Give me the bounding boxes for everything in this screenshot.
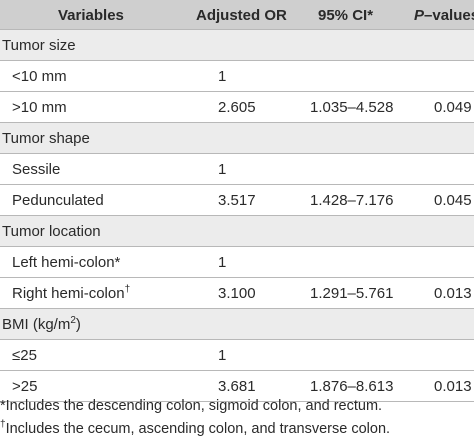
group-title: Tumor location bbox=[2, 223, 101, 240]
data-row: <10 mm 1 bbox=[0, 61, 474, 92]
cell: 1 bbox=[218, 254, 227, 271]
header-row: Variables Adjusted OR 95% CI* P–values bbox=[0, 0, 474, 30]
data-row: >10 mm 2.605 1.035–4.528 0.049 bbox=[0, 92, 474, 123]
data-row: Pedunculated 3.517 1.428–7.176 0.045 bbox=[0, 185, 474, 216]
header-cell: 95% CI* bbox=[318, 7, 374, 24]
cell: 1.291–5.761 bbox=[310, 285, 394, 302]
cell: 1 bbox=[218, 347, 227, 364]
footnote: *Includes the descending colon, sigmoid … bbox=[0, 398, 382, 414]
group-label: Tumor size bbox=[2, 30, 76, 61]
group-title: Tumor size bbox=[2, 37, 76, 54]
row-label: Pedunculated bbox=[12, 185, 104, 216]
row-label: Left hemi-colon* bbox=[12, 247, 120, 278]
cell: 0.049 bbox=[434, 99, 472, 116]
footnote: †Includes the cecum, ascending colon, an… bbox=[0, 419, 391, 437]
cell: 1 bbox=[218, 68, 227, 85]
group-row: BMI (kg/m2) bbox=[0, 309, 474, 340]
footnote-text: *Includes the descending colon, sigmoid … bbox=[0, 398, 383, 414]
data-row: Sessile 1 bbox=[0, 154, 474, 185]
row-label: Right hemi-colon† bbox=[12, 278, 130, 309]
row-label-text: >25 bbox=[12, 378, 38, 395]
group-title-end: ) bbox=[75, 316, 81, 333]
row-label-text: Right hemi-colon bbox=[12, 285, 125, 302]
group-title-sup: 2 bbox=[70, 315, 76, 326]
row-label: <10 mm bbox=[12, 61, 67, 92]
data-row: ≤25 1 bbox=[0, 340, 474, 371]
row-label-text: >10 mm bbox=[12, 99, 67, 116]
row-label-text: Pedunculated bbox=[12, 192, 104, 209]
group-label: BMI (kg/m2) bbox=[2, 309, 81, 340]
row-label: >25 bbox=[12, 371, 37, 402]
cell: 0.045 bbox=[434, 192, 472, 209]
row-label-text: ≤25 bbox=[12, 347, 37, 364]
cell: 3.681 bbox=[218, 378, 256, 395]
group-row: Tumor location bbox=[0, 216, 474, 247]
group-title: Tumor shape bbox=[2, 130, 90, 147]
header-cell: Variables bbox=[58, 7, 124, 24]
data-row: Right hemi-colon† 3.100 1.291–5.761 0.013 bbox=[0, 278, 474, 309]
header-p-rest: –values bbox=[424, 7, 474, 24]
row-label-text: Sessile bbox=[12, 161, 61, 178]
cell: 3.517 bbox=[218, 192, 256, 209]
cell: 1.428–7.176 bbox=[310, 192, 394, 209]
group-row: Tumor size bbox=[0, 30, 474, 61]
header-cell: Adjusted OR bbox=[196, 7, 287, 24]
cell: 0.013 bbox=[434, 378, 472, 395]
group-label: Tumor shape bbox=[2, 123, 90, 154]
cell: 0.013 bbox=[434, 285, 472, 302]
header-cell: P–values bbox=[414, 0, 474, 31]
header-p: P bbox=[414, 7, 425, 24]
row-label-text: <10 mm bbox=[12, 68, 67, 85]
group-title: BMI (kg/m bbox=[2, 316, 71, 333]
cell: 2.605 bbox=[218, 99, 256, 116]
cell: 1 bbox=[218, 161, 227, 178]
row-label: ≤25 bbox=[12, 340, 37, 371]
row-label: Sessile bbox=[12, 154, 60, 185]
footnote-text: Includes the cecum, ascending colon, and… bbox=[5, 421, 391, 437]
footnote-marker: † bbox=[0, 419, 6, 431]
cell: 3.100 bbox=[218, 285, 256, 302]
group-label: Tumor location bbox=[2, 216, 101, 247]
row-label-sup: † bbox=[124, 284, 131, 295]
row-label-text: Left hemi-colon* bbox=[12, 254, 121, 271]
group-row: Tumor shape bbox=[0, 123, 474, 154]
row-label: >10 mm bbox=[12, 92, 67, 123]
cell: 1.876–8.613 bbox=[310, 378, 394, 395]
data-row: Left hemi-colon* 1 bbox=[0, 247, 474, 278]
data-row: >25 3.681 1.876–8.613 0.013 bbox=[0, 371, 474, 402]
cell: 1.035–4.528 bbox=[310, 99, 394, 116]
